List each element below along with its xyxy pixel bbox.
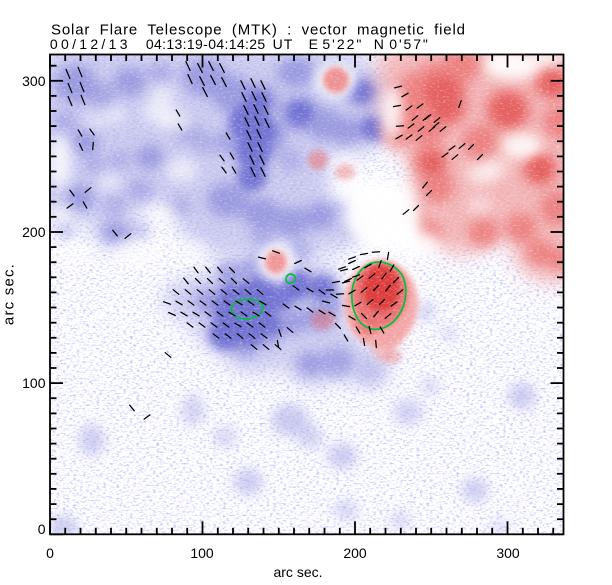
svg-text:0: 0 [38,521,46,537]
svg-text:0: 0 [46,545,54,561]
svg-text:300: 300 [496,545,520,561]
svg-text:100: 100 [22,375,46,391]
svg-text:300: 300 [22,73,46,89]
svg-text:200: 200 [22,224,46,240]
svg-text:arc sec.: arc sec. [273,564,322,580]
svg-text:200: 200 [343,545,367,561]
svg-text:100: 100 [190,545,214,561]
svg-text:Solar Flare Telescope (MTK) :: Solar Flare Telescope (MTK) : vector mag… [51,22,466,39]
svg-text:arc sec.: arc sec. [1,263,18,325]
